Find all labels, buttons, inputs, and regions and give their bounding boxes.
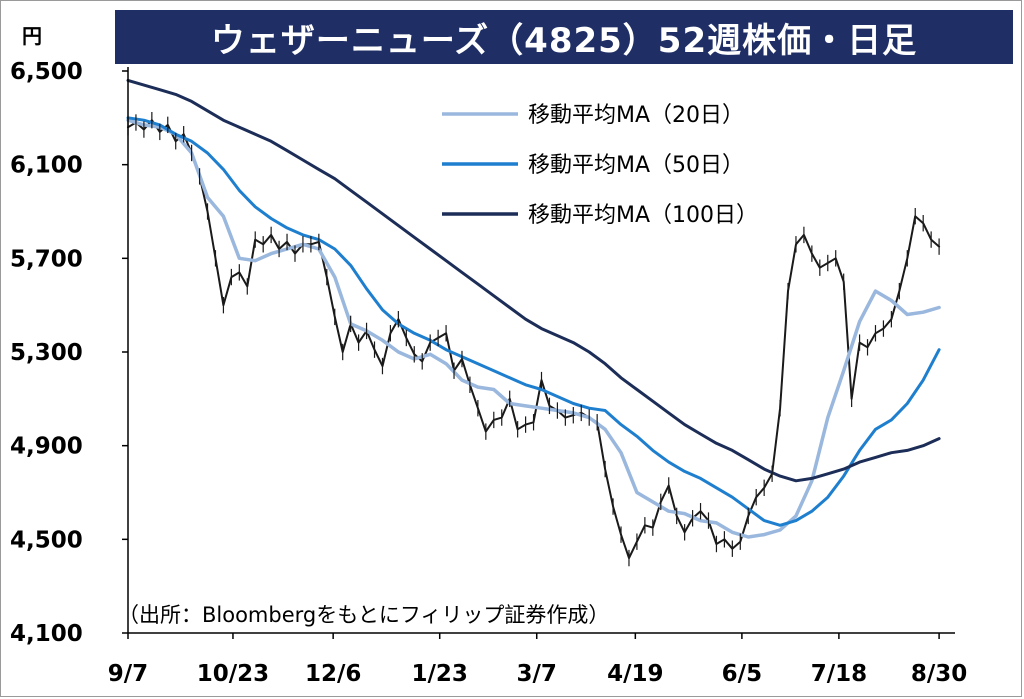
y-tick-label: 5,300	[10, 340, 83, 366]
x-tick-label: 3/7	[517, 661, 557, 687]
y-tick-label: 6,500	[10, 59, 83, 85]
series-line-1	[126, 116, 941, 527]
x-tick-label: 10/23	[197, 661, 269, 687]
y-tick-label: 5,700	[10, 246, 83, 272]
series-line-0	[126, 118, 941, 539]
legend-label: 移動平均MA（20日）	[528, 103, 744, 128]
series-layer	[126, 78, 941, 567]
x-tick-label: 8/30	[911, 661, 967, 687]
x-tick-label: 6/5	[722, 661, 762, 687]
y-tick-label: 4,500	[10, 527, 83, 553]
y-tick-label: 4,900	[10, 434, 83, 460]
x-tick-label: 7/18	[811, 661, 867, 687]
x-tick-label: 1/23	[412, 661, 468, 687]
legend-label: 移動平均MA（50日）	[528, 153, 744, 178]
series-line-3	[127, 119, 941, 560]
axis-layer: 6,500 6,100 5,700 5,300 4,900 4,500 4,100 9/7 10…	[10, 59, 967, 687]
legend: 移動平均MA（20日） 移動平均MA（50日） 移動平均MA（100日）	[442, 103, 758, 228]
legend-label: 移動平均MA（100日）	[528, 203, 758, 228]
x-tick-label: 12/6	[305, 661, 361, 687]
source-note: （出所：Bloombergをもとにフィリップ証券作成）	[118, 603, 609, 627]
y-tick-label: 4,100	[10, 621, 83, 647]
y-axis-unit-label: 円	[22, 24, 42, 48]
y-tick-label: 6,100	[10, 153, 83, 179]
chart-title: ウェザーニューズ（4825）52週株価・日足	[115, 10, 1013, 64]
x-tick-label: 9/7	[108, 661, 148, 687]
series-line-2	[126, 78, 941, 483]
x-tick-label: 4/19	[607, 661, 663, 687]
